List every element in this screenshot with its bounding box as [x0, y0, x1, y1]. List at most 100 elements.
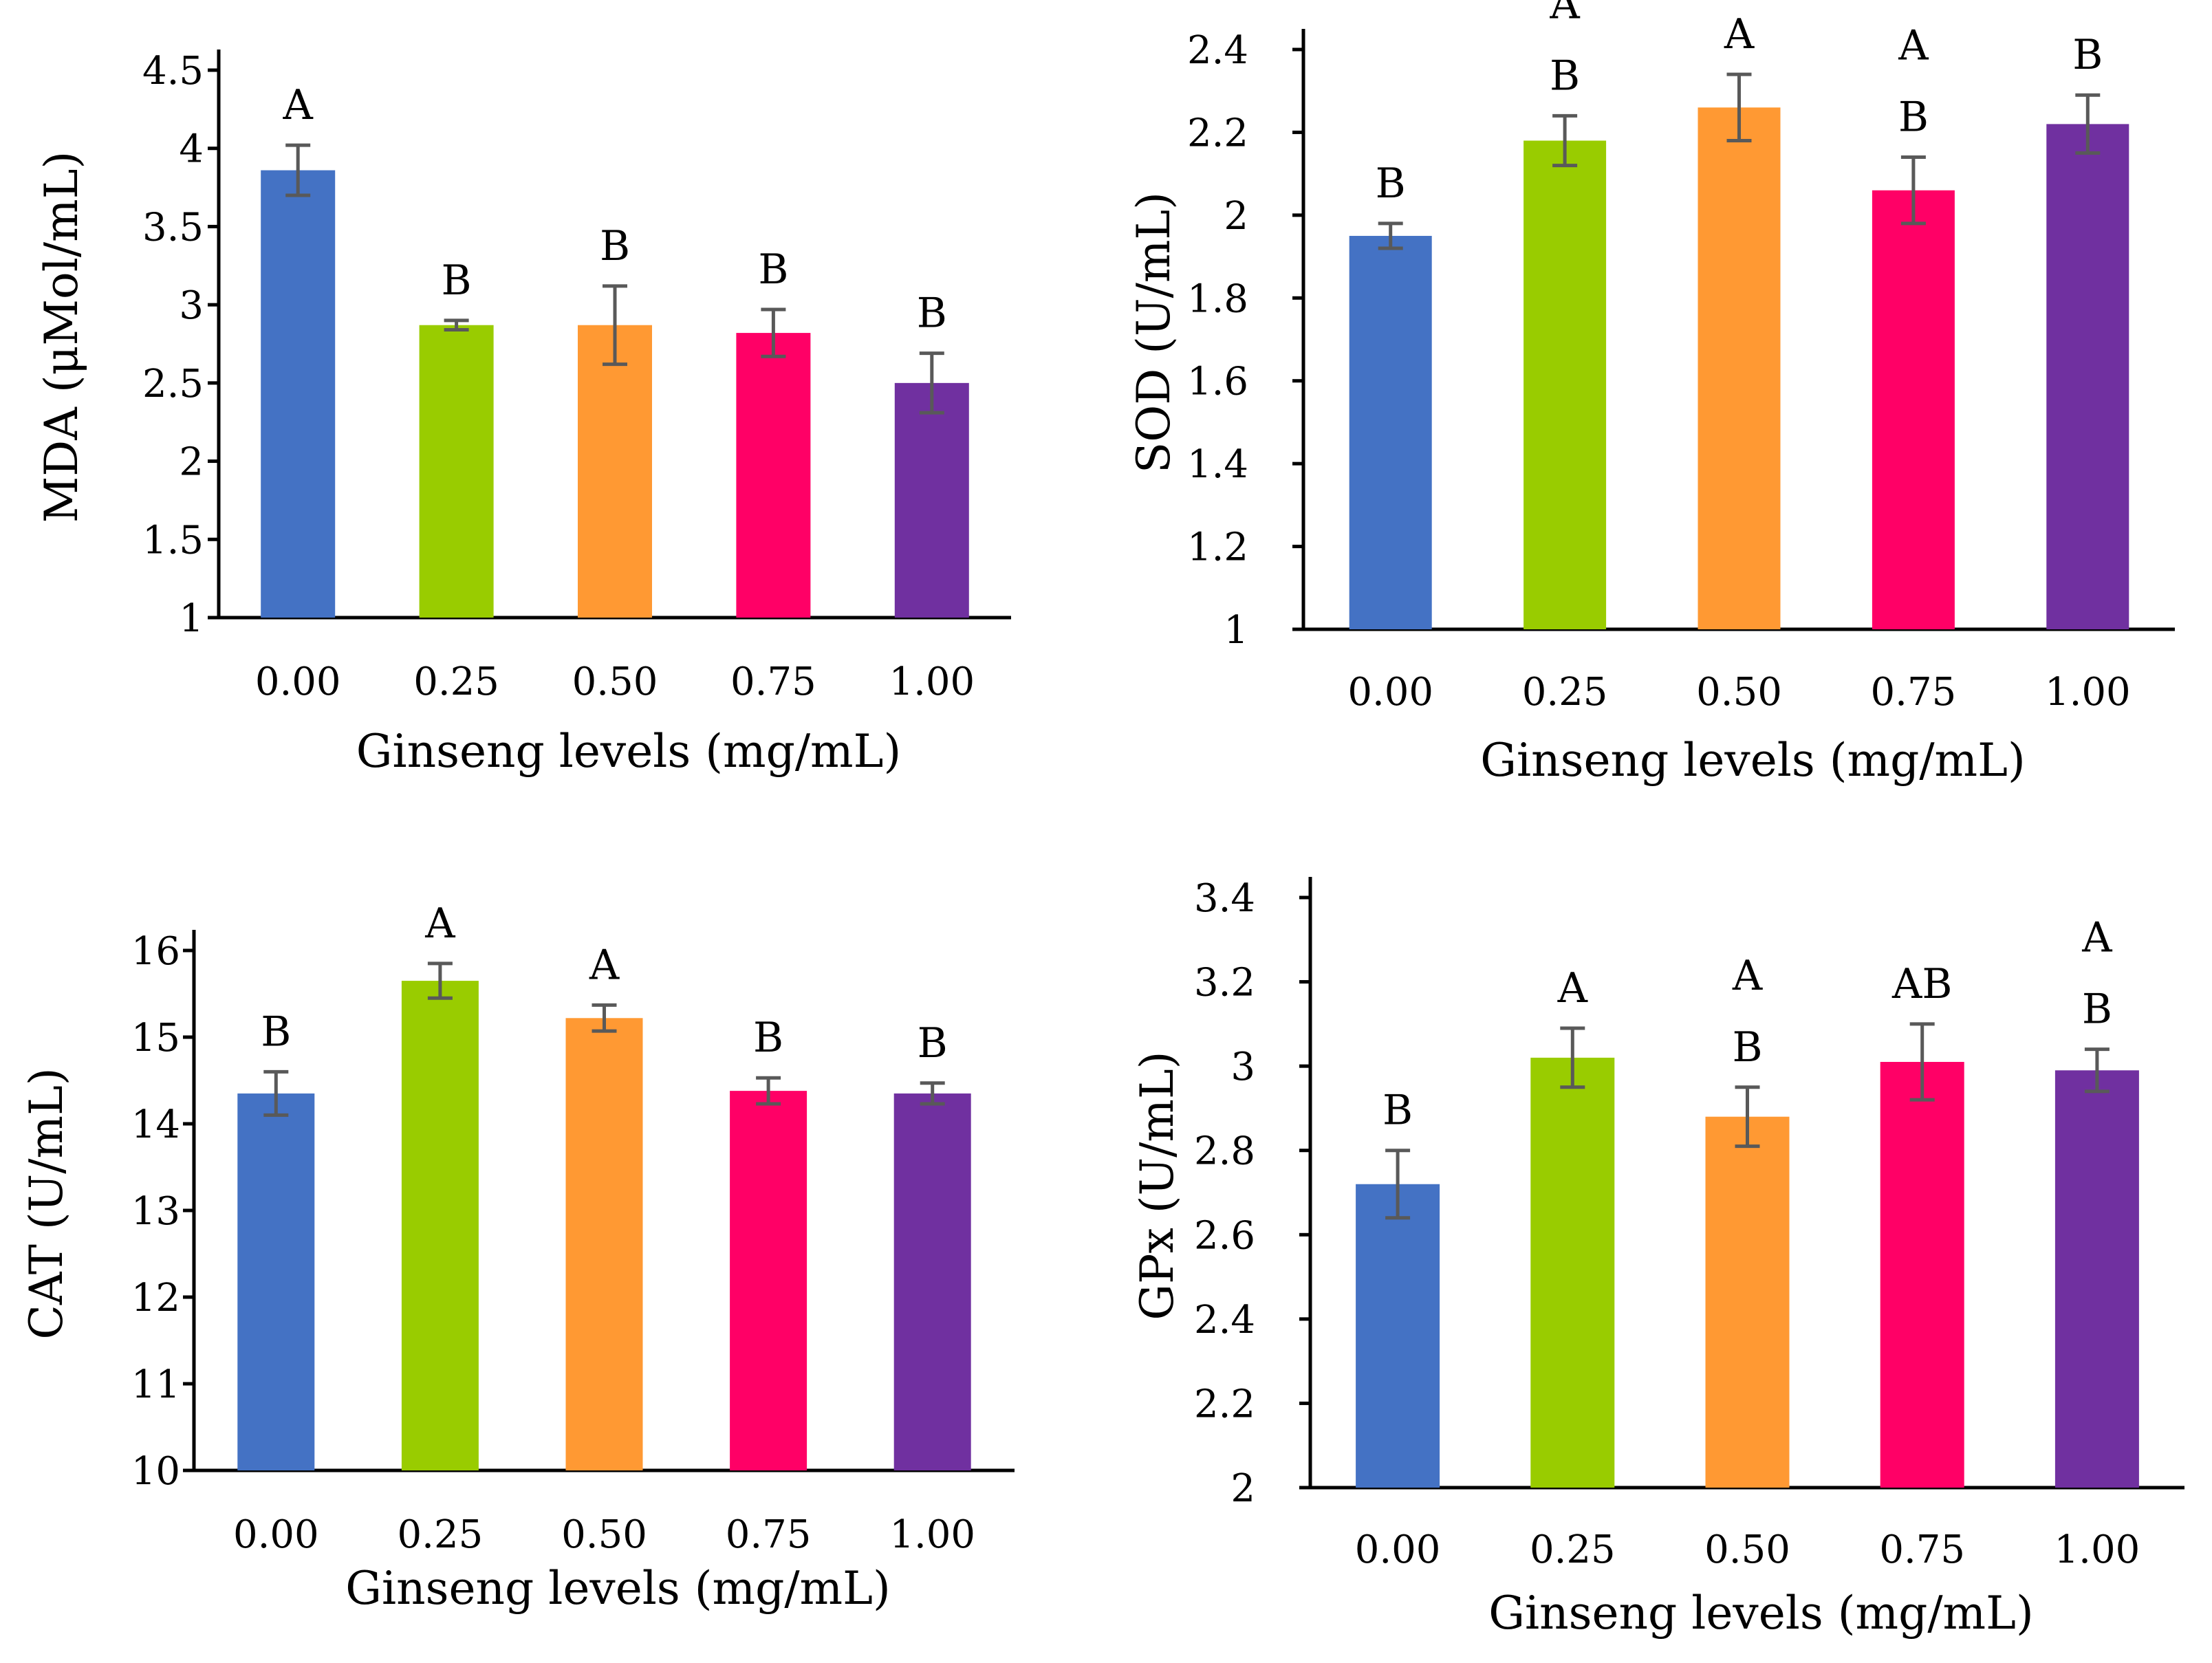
y-axis-label: GPx (U/mL) — [1131, 1051, 1184, 1320]
x-tick-label: 0.00 — [1355, 1528, 1441, 1572]
y-tick-label: 2 — [1230, 1466, 1255, 1511]
x-tick-label: 0.75 — [730, 660, 816, 704]
bar-1.00 — [2046, 124, 2129, 629]
significance-label: A — [1732, 952, 1763, 1000]
significance-label: A — [1549, 0, 1580, 28]
y-tick-label: 3 — [1230, 1045, 1255, 1089]
y-tick-label: 2 — [1224, 194, 1248, 239]
bar-0.25 — [1530, 1057, 1615, 1488]
bar-0.25 — [401, 981, 479, 1470]
bar-0.00 — [237, 1093, 315, 1470]
y-tick-label: 2.4 — [1194, 1298, 1255, 1343]
x-tick-label: 0.75 — [1871, 670, 1957, 715]
significance-label: A — [589, 941, 620, 989]
significance-label: B — [758, 246, 788, 294]
significance-label: B — [753, 1014, 783, 1062]
y-tick-label: 3 — [179, 283, 204, 328]
x-axis-label: Ginseng levels (mg/mL) — [1488, 1587, 2033, 1640]
significance-label: A — [2072, 0, 2103, 8]
bar-1.00 — [894, 382, 969, 618]
significance-label: A — [1724, 10, 1755, 58]
y-tick-label: 2.8 — [1194, 1129, 1255, 1174]
bar-0.50 — [578, 325, 652, 618]
x-tick-label: 0.75 — [1879, 1528, 1965, 1572]
bar-0.00 — [1356, 1184, 1440, 1488]
x-tick-label: 0.00 — [255, 660, 341, 704]
bar-0.75 — [1872, 190, 1955, 629]
chart-sod: 1 1.2 1.4 1.6 1.8 2 2.2 2.4 SOD (U/mL) Ginseng le… — [1127, 0, 2175, 787]
x-tick-label: 0.25 — [398, 1512, 484, 1557]
x-tick-label: 0.75 — [726, 1512, 812, 1557]
bar-0.50 — [565, 1018, 643, 1470]
bar-0.00 — [261, 170, 336, 618]
bar-0.50 — [1698, 107, 1781, 630]
y-tick-label: 1.5 — [142, 518, 204, 563]
x-tick-label: 0.00 — [233, 1512, 319, 1557]
x-tick-label: 0.50 — [561, 1512, 647, 1557]
y-tick-label: 11 — [131, 1362, 180, 1407]
significance-label: B — [442, 257, 472, 305]
x-axis-label: Ginseng levels (mg/mL) — [1480, 734, 2025, 787]
chart-gpx: 2 2.2 2.4 2.6 2.8 3 3.2 3.4 GPx (U/mL) Ginseng le… — [1131, 876, 2184, 1640]
chart-cat: 10 11 12 13 14 15 16 CAT (U/mL) Ginseng levels (… — [20, 900, 1015, 1615]
significance-label: A — [1898, 22, 1929, 70]
y-tick-label: 3.2 — [1194, 961, 1255, 1006]
x-axis-label: Ginseng levels (mg/mL) — [345, 1562, 890, 1615]
y-axis-label: CAT (U/mL) — [20, 1067, 73, 1339]
significance-label: B — [918, 1019, 948, 1067]
significance-label: B — [2072, 31, 2103, 79]
y-tick-label: 10 — [131, 1449, 180, 1494]
bar-0.75 — [1880, 1062, 1964, 1488]
bar-0.50 — [1705, 1116, 1790, 1488]
significance-label: AB — [1891, 960, 1952, 1008]
bar-1.00 — [893, 1093, 971, 1470]
significance-label: A — [283, 81, 314, 129]
x-axis-label: Ginseng levels (mg/mL) — [356, 725, 901, 778]
y-tick-label: 1 — [179, 596, 204, 641]
bar-0.00 — [1349, 235, 1432, 629]
x-tick-label: 0.50 — [572, 660, 658, 704]
bar-0.75 — [730, 1091, 807, 1470]
significance-label: A — [424, 900, 455, 948]
significance-label: B — [917, 290, 947, 338]
y-tick-label: 1.6 — [1187, 360, 1248, 404]
y-tick-label: 2.2 — [1187, 111, 1248, 155]
y-tick-label: 1 — [1224, 608, 1248, 653]
y-tick-label: 2.4 — [1187, 28, 1248, 73]
y-tick-label: 16 — [131, 929, 180, 974]
y-axis-label: MDA (μMol/mL) — [35, 151, 88, 523]
x-tick-label: 1.00 — [2054, 1528, 2140, 1572]
y-tick-label: 3.5 — [142, 205, 204, 250]
y-tick-label: 1.8 — [1187, 276, 1248, 321]
y-tick-label: 15 — [131, 1016, 180, 1061]
bar-0.25 — [1524, 140, 1607, 629]
bar-1.00 — [2054, 1070, 2139, 1488]
y-tick-label: 14 — [131, 1102, 180, 1147]
y-tick-label: 1.4 — [1187, 442, 1248, 487]
y-tick-label: 1.2 — [1187, 525, 1248, 570]
chart-mda: 1 1.5 2 2.5 3 3.5 4 4.5 MDA (μMol/mL) Ginseng lev… — [35, 49, 1011, 778]
significance-label: B — [1376, 160, 1406, 208]
x-tick-label: 1.00 — [2045, 670, 2131, 715]
x-tick-label: 0.25 — [413, 660, 499, 704]
x-tick-label: 0.50 — [1696, 670, 1782, 715]
y-tick-label: 12 — [131, 1276, 180, 1320]
x-tick-label: 0.00 — [1347, 670, 1433, 715]
y-axis-label: SOD (U/mL) — [1127, 192, 1180, 473]
x-tick-label: 1.00 — [889, 660, 975, 704]
bar-0.75 — [736, 333, 811, 618]
significance-label: B — [2082, 986, 2112, 1034]
y-tick-label: 2.6 — [1194, 1213, 1255, 1258]
x-tick-label: 0.50 — [1704, 1528, 1790, 1572]
significance-label: A — [1557, 964, 1588, 1012]
significance-label: B — [261, 1008, 291, 1056]
significance-label: B — [600, 222, 630, 270]
y-tick-label: 4 — [179, 127, 204, 172]
significance-label: A — [2081, 914, 2112, 962]
x-tick-label: 0.25 — [1530, 1528, 1616, 1572]
significance-label: B — [1898, 94, 1929, 142]
significance-label: B — [1382, 1087, 1413, 1135]
y-tick-label: 2.5 — [142, 362, 204, 406]
significance-label: B — [1732, 1023, 1762, 1072]
